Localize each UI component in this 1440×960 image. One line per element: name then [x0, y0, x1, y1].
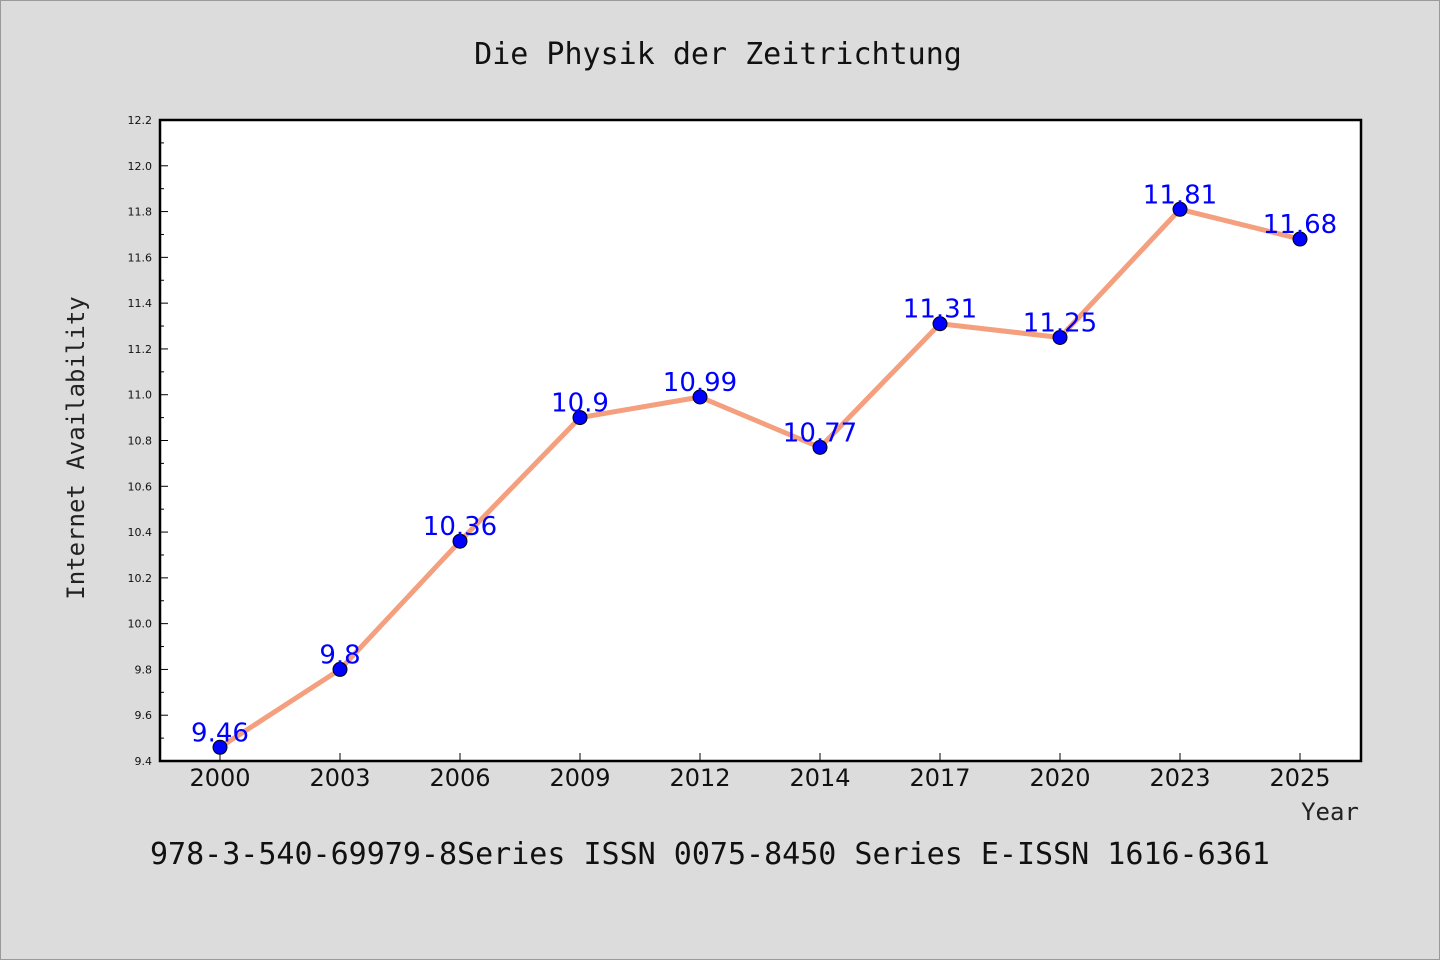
y-tick-label: 11.0 [128, 389, 153, 402]
x-tick-label: 2014 [789, 764, 850, 792]
x-tick-label: 2009 [549, 764, 610, 792]
y-tick-label: 12.2 [128, 114, 153, 127]
y-tick-label: 10.2 [128, 572, 153, 585]
data-label: 11.68 [1263, 210, 1337, 240]
y-tick-label: 11.6 [128, 251, 153, 264]
data-label: 10.77 [783, 418, 857, 448]
x-axis: 2000 2003 2006 2009 2012 2014 2017 2020 2023 2025 [189, 753, 1331, 792]
y-tick-label: 9.8 [135, 663, 153, 676]
data-label: 11.25 [1023, 308, 1097, 338]
x-tick-label: 2000 [189, 764, 250, 792]
x-axis-label: Year [1301, 798, 1359, 826]
y-tick-label: 10.4 [128, 526, 153, 539]
y-axis-label: Internet Availability [62, 296, 90, 599]
data-label: 10.99 [663, 368, 737, 398]
chart-title: Die Physik der Zeitrichtung [474, 37, 962, 72]
series-line [217, 206, 1303, 750]
data-label: 10.9 [551, 389, 609, 419]
x-tick-label: 2025 [1269, 764, 1330, 792]
x-tick-label: 2006 [429, 764, 490, 792]
y-tick-label: 12.0 [128, 160, 153, 173]
x-tick-label: 2003 [309, 764, 370, 792]
data-point [332, 661, 348, 677]
y-tick-label: 9.6 [135, 709, 153, 722]
y-tick-label: 11.2 [128, 343, 153, 356]
footer-isbn-issn: 978-3-540-69979-8Series ISSN 0075-8450 S… [150, 837, 1270, 872]
x-tick-label: 2023 [1149, 764, 1210, 792]
y-tick-label: 10.6 [128, 480, 153, 493]
data-label: 10.36 [423, 512, 497, 542]
data-markers [212, 201, 1308, 755]
data-point [812, 439, 828, 455]
data-point [1292, 231, 1308, 247]
data-label: 9.8 [319, 640, 360, 670]
y-tick-label: 11.8 [128, 206, 153, 219]
y-tick-label: 10.0 [128, 618, 153, 631]
y-tick-label: 9.4 [135, 755, 153, 768]
data-label: 11.81 [1143, 180, 1217, 210]
data-point [572, 410, 588, 426]
y-axis: 9.4 9.6 9.8 10.0 10.2 10.4 10.6 10.8 11.0 11.2 11.… [128, 114, 168, 768]
data-point [452, 533, 468, 549]
data-point [692, 389, 708, 405]
data-point [212, 739, 228, 755]
data-label: 9.46 [191, 718, 249, 748]
x-tick-label: 2012 [669, 764, 730, 792]
y-tick-label: 11.4 [128, 297, 153, 310]
data-point [932, 316, 948, 332]
y-tick-label: 10.8 [128, 435, 153, 448]
data-point [1172, 201, 1188, 217]
x-tick-label: 2017 [909, 764, 970, 792]
x-tick-label: 2020 [1029, 764, 1090, 792]
data-labels: 9.46 9.8 10.36 10.9 10.99 10.77 11.31 11.25 11.8… [191, 180, 1337, 748]
data-label: 11.31 [903, 295, 977, 325]
data-point [1052, 329, 1068, 345]
